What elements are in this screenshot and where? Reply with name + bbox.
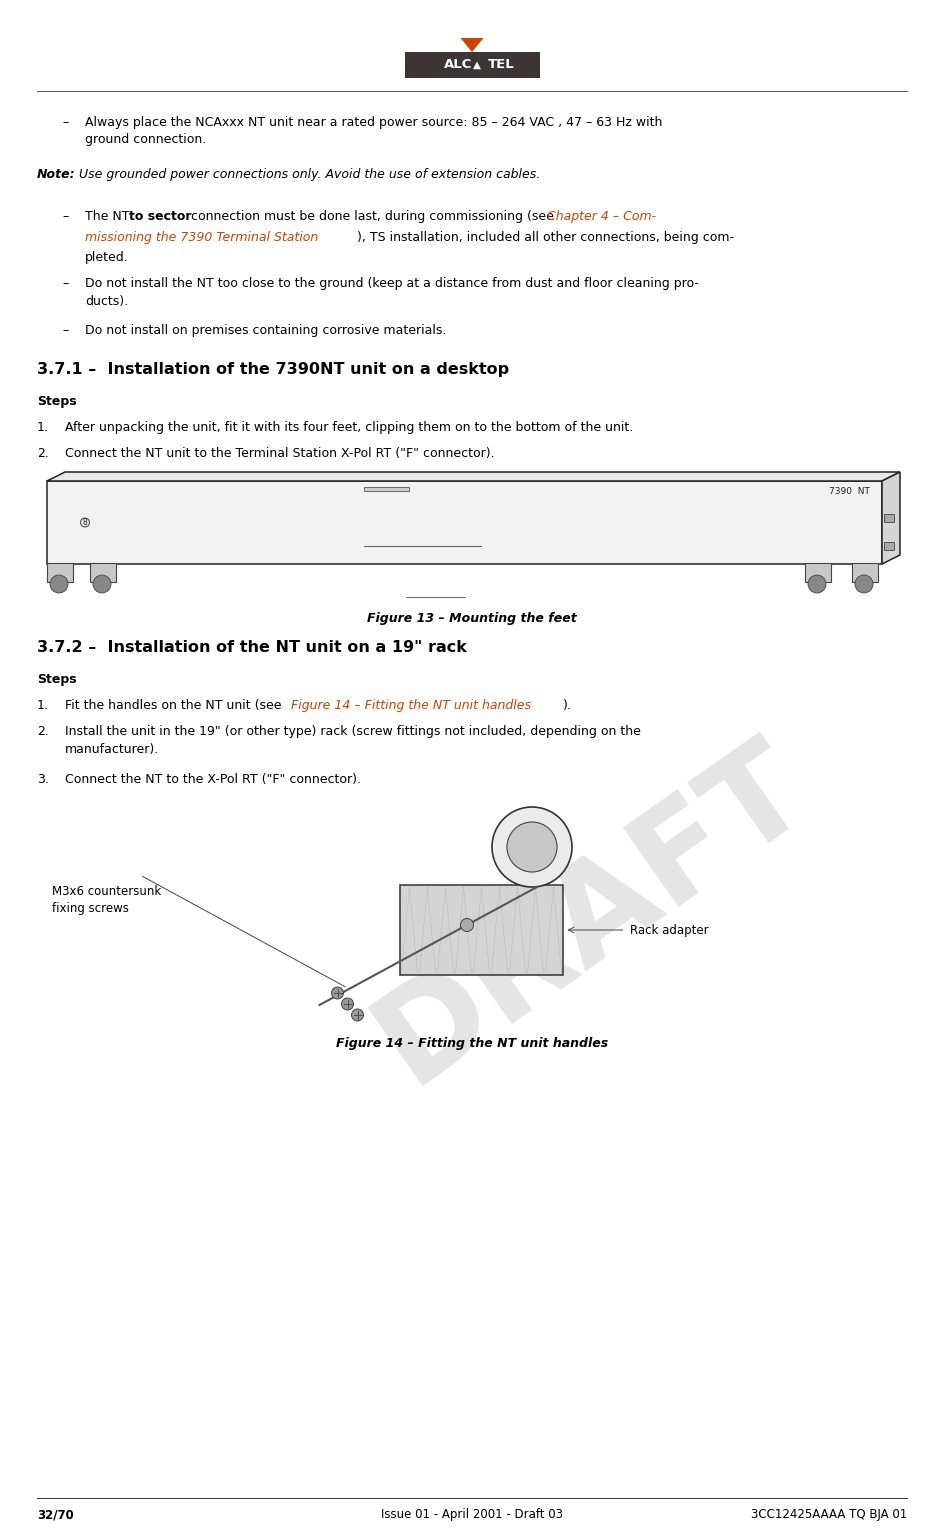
Text: connection must be done last, during commissioning (see: connection must be done last, during com…: [187, 209, 558, 223]
Bar: [805, 562, 831, 582]
Circle shape: [507, 822, 557, 872]
Text: Figure 14 – Fitting the NT unit handles: Figure 14 – Fitting the NT unit handles: [336, 1038, 608, 1050]
Text: 2.: 2.: [37, 448, 49, 460]
Text: –: –: [62, 116, 68, 128]
Text: 2.: 2.: [37, 724, 49, 738]
Text: Note:: Note:: [37, 168, 76, 180]
Circle shape: [461, 918, 474, 932]
Bar: [884, 542, 894, 550]
Circle shape: [50, 575, 68, 593]
Circle shape: [855, 575, 873, 593]
Text: Install the unit in the 19" (or other type) rack (screw fittings not included, d: Install the unit in the 19" (or other ty…: [65, 724, 641, 755]
Bar: [364, 486, 410, 490]
Text: pleted.: pleted.: [85, 251, 128, 264]
Text: After unpacking the unit, fit it with its four feet, clipping them on to the bot: After unpacking the unit, fit it with it…: [65, 422, 633, 434]
Text: Connect the NT to the X-Pol RT ("F" connector).: Connect the NT to the X-Pol RT ("F" conn…: [65, 773, 361, 785]
Circle shape: [351, 1008, 363, 1021]
Circle shape: [80, 518, 90, 527]
Text: Do not install the NT too close to the ground (keep at a distance from dust and : Do not install the NT too close to the g…: [85, 277, 699, 307]
Text: 32/70: 32/70: [37, 1508, 74, 1520]
Text: Fit the handles on the NT unit (see: Fit the handles on the NT unit (see: [65, 698, 285, 712]
Text: 3.: 3.: [37, 773, 49, 785]
Text: missioning the 7390 Terminal Station: missioning the 7390 Terminal Station: [85, 231, 318, 243]
Text: Issue 01 - April 2001 - Draft 03: Issue 01 - April 2001 - Draft 03: [381, 1508, 563, 1520]
Text: 3.7.1 –  Installation of the 7390NT unit on a desktop: 3.7.1 – Installation of the 7390NT unit …: [37, 362, 509, 377]
Text: Steps: Steps: [37, 672, 76, 686]
Text: to sector: to sector: [129, 209, 192, 223]
Circle shape: [93, 575, 111, 593]
Text: Chapter 4 – Com-: Chapter 4 – Com-: [547, 209, 656, 223]
Circle shape: [342, 998, 353, 1010]
Text: Use grounded power connections only. Avoid the use of extension cables.: Use grounded power connections only. Avo…: [79, 168, 540, 180]
Circle shape: [492, 807, 572, 886]
Text: Rack adapter: Rack adapter: [630, 923, 708, 937]
Text: 7390  NT: 7390 NT: [829, 486, 870, 495]
Circle shape: [808, 575, 826, 593]
Polygon shape: [399, 885, 563, 975]
Text: DRAFT: DRAFT: [353, 720, 831, 1108]
Bar: [852, 562, 878, 582]
Text: M3x6 countersunk
fixing screws: M3x6 countersunk fixing screws: [52, 885, 161, 915]
Text: Always place the NCAxxx NT unit near a rated power source: 85 – 264 VAC , 47 – 6: Always place the NCAxxx NT unit near a r…: [85, 116, 663, 147]
Polygon shape: [882, 472, 900, 564]
Polygon shape: [461, 38, 483, 52]
Bar: [90, 562, 116, 582]
Text: ▲: ▲: [473, 60, 481, 70]
Text: ).: ).: [563, 698, 572, 712]
Text: Steps: Steps: [37, 396, 76, 408]
Text: Figure 14 – Fitting the NT unit handles: Figure 14 – Fitting the NT unit handles: [291, 698, 531, 712]
Text: 3CC12425AAAA TQ BJA 01: 3CC12425AAAA TQ BJA 01: [750, 1508, 907, 1520]
Bar: [47, 481, 882, 564]
Text: –: –: [62, 324, 68, 338]
Text: Connect the NT unit to the Terminal Station X-Pol RT ("F" connector).: Connect the NT unit to the Terminal Stat…: [65, 448, 495, 460]
Text: –: –: [62, 277, 68, 290]
Text: 8: 8: [83, 518, 88, 527]
Text: 3.7.2 –  Installation of the NT unit on a 19" rack: 3.7.2 – Installation of the NT unit on a…: [37, 640, 467, 656]
Text: Do not install on premises containing corrosive materials.: Do not install on premises containing co…: [85, 324, 447, 338]
Text: ALC: ALC: [444, 58, 472, 72]
Text: 1.: 1.: [37, 698, 49, 712]
Text: –: –: [62, 209, 68, 223]
Text: ), TS installation, included all other connections, being com-: ), TS installation, included all other c…: [353, 231, 734, 243]
Circle shape: [331, 987, 344, 999]
Text: The NT: The NT: [85, 209, 133, 223]
Bar: [47, 562, 73, 582]
Bar: [884, 515, 894, 523]
Text: Figure 13 – Mounting the feet: Figure 13 – Mounting the feet: [367, 613, 577, 625]
Text: TEL: TEL: [488, 58, 514, 72]
Polygon shape: [47, 472, 900, 481]
Text: 1.: 1.: [37, 422, 49, 434]
Bar: [404, 52, 540, 78]
